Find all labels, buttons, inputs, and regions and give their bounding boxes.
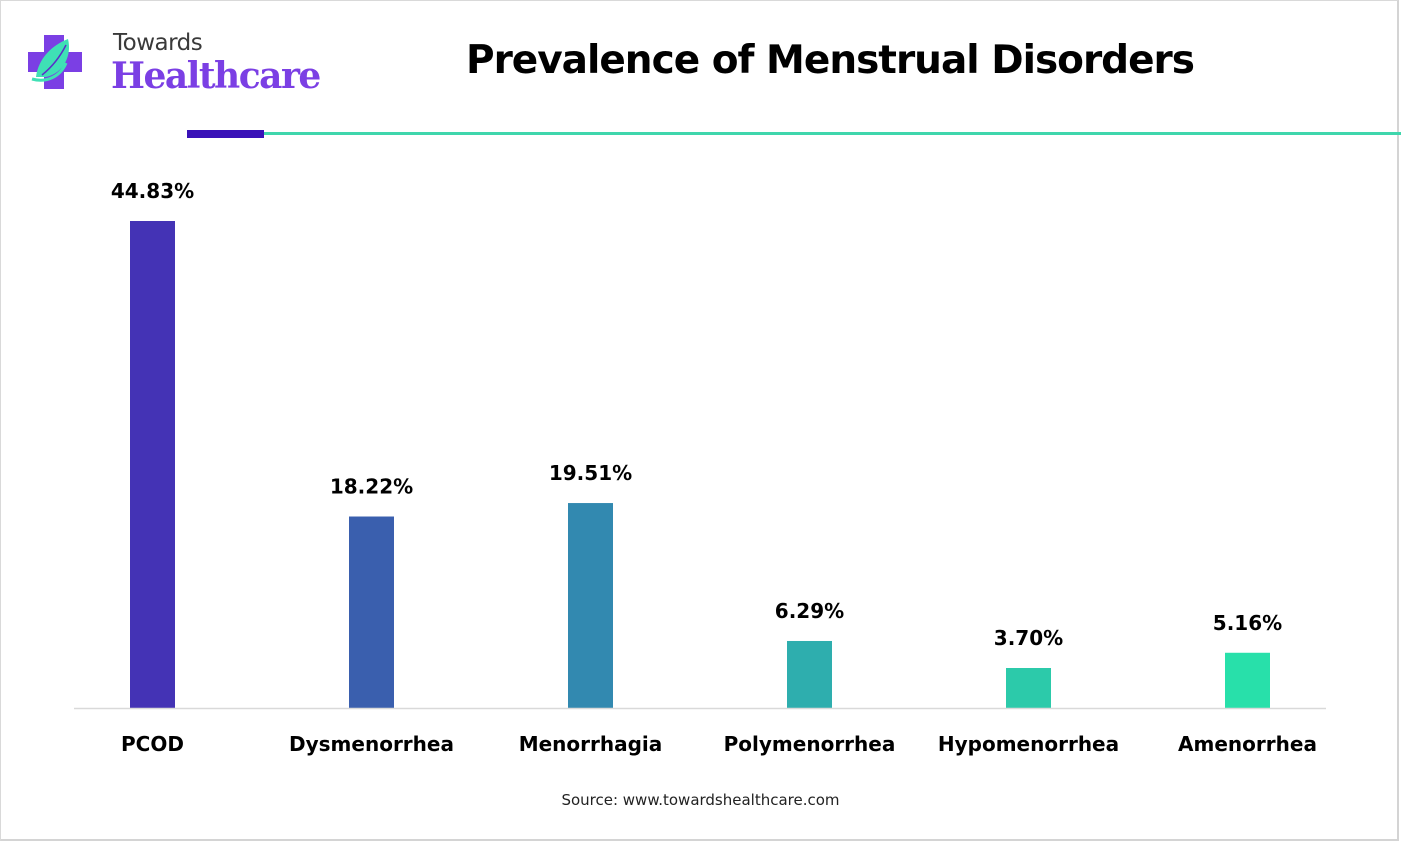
brand-name-main: Healthcare — [111, 55, 321, 97]
bar-polymenorrhea — [787, 640, 832, 708]
cross-leaf-logo-icon — [28, 35, 82, 89]
value-labels-group: 44.83% 18.22% 19.51% 6.29% 3.70% 5.16% — [111, 179, 1282, 650]
category-label: Amenorrhea — [1178, 732, 1317, 756]
bar-dysmenorrhea — [349, 516, 394, 708]
category-label: PCOD — [121, 732, 184, 756]
category-label: Hypomenorrhea — [938, 732, 1119, 756]
bar-menorrhagia — [568, 503, 613, 708]
brand-name-top: Towards — [113, 30, 203, 56]
bars-group — [130, 221, 1270, 708]
brand-logo: Towards Healthcare — [26, 30, 321, 100]
category-label: Menorrhagia — [519, 732, 663, 756]
bar-hypomenorrhea — [1006, 668, 1051, 708]
title-underline-rule — [264, 132, 1401, 135]
value-label: 5.16% — [1213, 611, 1282, 635]
value-label: 3.70% — [994, 626, 1063, 650]
value-label: 18.22% — [330, 475, 413, 499]
value-label: 6.29% — [775, 599, 844, 623]
bar-pcod — [130, 221, 175, 708]
source-note: Source: www.towardshealthcare.com — [561, 791, 840, 809]
title-underline-accent — [187, 130, 264, 138]
category-labels-group: PCOD Dysmenorrhea Menorrhagia Polymenorrhea… — [121, 732, 1317, 756]
category-label: Dysmenorrhea — [289, 732, 454, 756]
bar-amenorrhea — [1225, 652, 1270, 708]
chart-title: Prevalence of Menstrual Disorders — [465, 38, 1195, 83]
value-label: 19.51% — [549, 461, 632, 485]
value-label: 44.83% — [111, 179, 194, 203]
category-label: Polymenorrhea — [724, 732, 896, 756]
